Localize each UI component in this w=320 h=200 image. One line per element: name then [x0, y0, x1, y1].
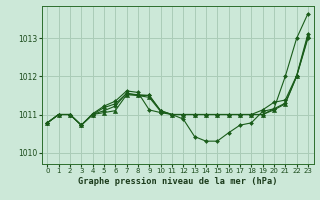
X-axis label: Graphe pression niveau de la mer (hPa): Graphe pression niveau de la mer (hPa) [78, 177, 277, 186]
